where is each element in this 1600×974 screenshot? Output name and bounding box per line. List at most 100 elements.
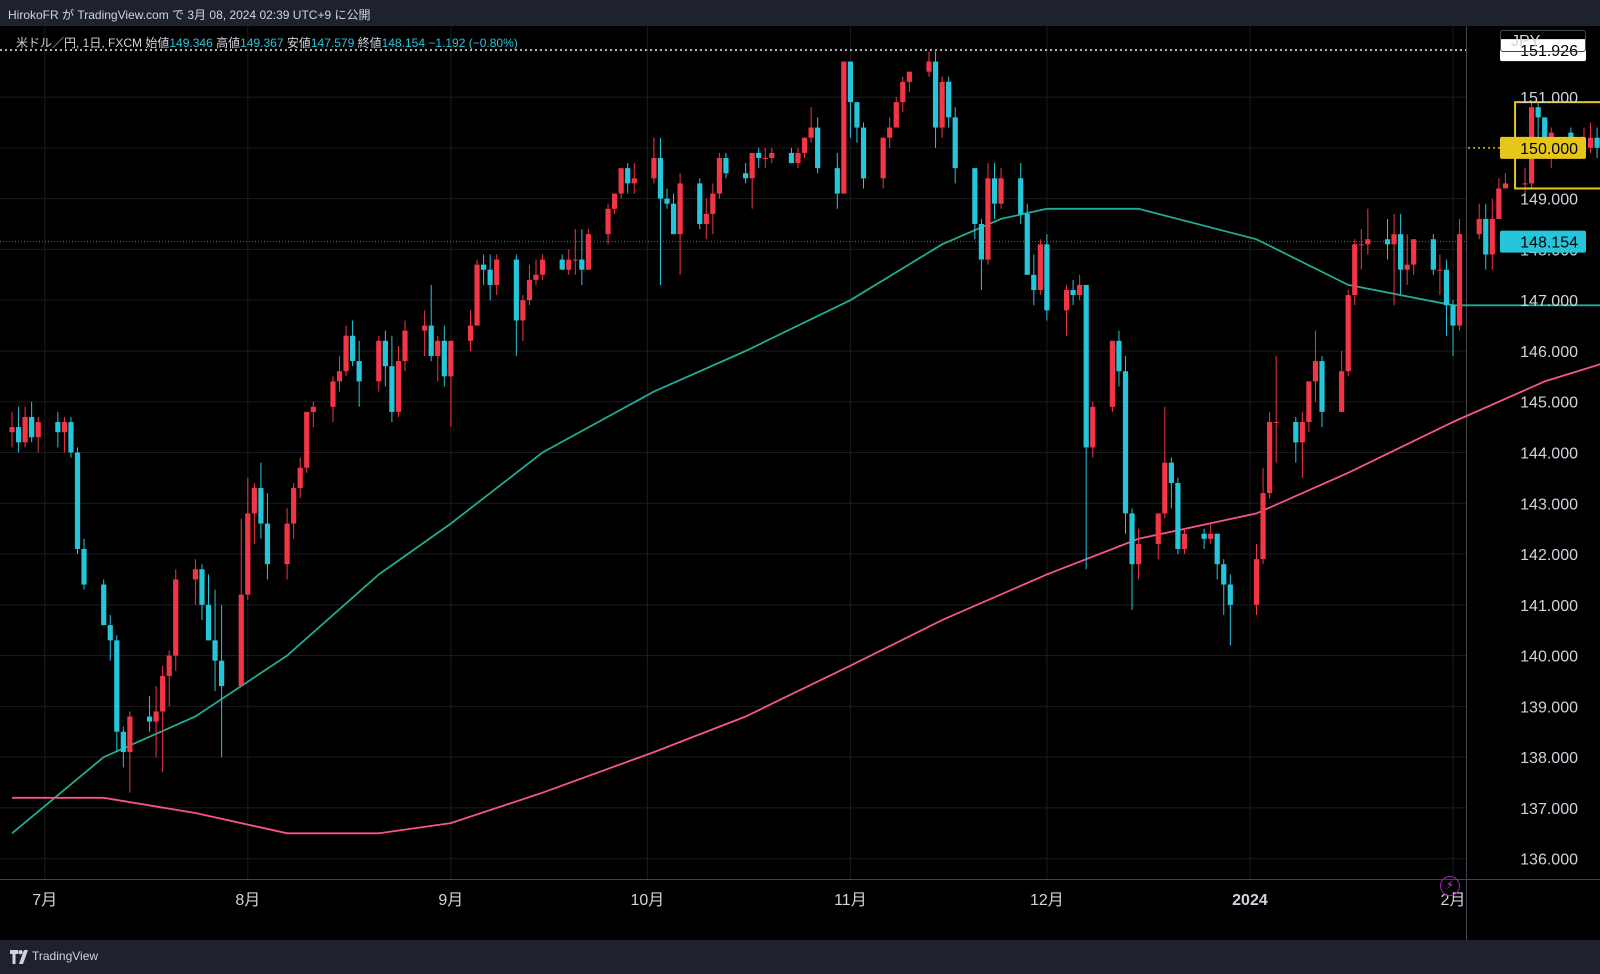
candle-body — [631, 178, 637, 184]
candle-body — [1077, 284, 1083, 296]
candle-body — [1496, 188, 1502, 219]
candle-body — [382, 340, 388, 367]
candle — [166, 650, 172, 707]
footer-brand: TradingView — [32, 949, 99, 963]
candle — [723, 152, 729, 179]
candle — [238, 518, 244, 687]
candle-body — [1411, 239, 1417, 265]
candle-body — [788, 152, 795, 164]
candle — [114, 635, 120, 753]
x-tick-label: 9月 — [438, 892, 463, 909]
candle-body — [946, 81, 952, 118]
candle — [173, 569, 179, 671]
candle — [251, 482, 257, 544]
candle-body — [847, 61, 853, 103]
chart-area[interactable]: 136.000 137.000 138.000 139.000 140.000 141.0… — [0, 26, 1600, 940]
candle — [264, 493, 271, 580]
candle-body — [1031, 274, 1037, 291]
y-tick-label: 147.000 — [1520, 293, 1578, 310]
candle-body — [251, 488, 257, 514]
flash-icon[interactable]: ⚡ — [1440, 876, 1460, 896]
candle-body — [192, 569, 198, 580]
candle — [743, 163, 749, 184]
last-price-label: 148.154 — [1520, 235, 1578, 252]
candle-body — [677, 183, 683, 235]
candle-body — [1253, 559, 1260, 605]
candle — [1299, 411, 1305, 478]
candle-body — [1293, 422, 1299, 443]
candle-body — [723, 158, 729, 174]
close-label: 終値 — [357, 36, 382, 50]
candle — [1253, 543, 1260, 615]
candle — [160, 665, 166, 773]
candle-body — [1535, 107, 1541, 118]
candle — [880, 137, 886, 189]
candle-body — [1430, 239, 1436, 270]
candle — [389, 335, 395, 423]
candle-body — [932, 61, 939, 128]
candle — [998, 168, 1004, 209]
candle — [212, 589, 218, 692]
candle — [1443, 259, 1450, 336]
candle-body — [815, 127, 821, 169]
candle — [467, 310, 474, 351]
candle-body — [1090, 406, 1096, 448]
candle-body — [68, 422, 74, 453]
candle-body — [716, 158, 722, 194]
candle — [972, 168, 978, 240]
candle — [795, 147, 801, 169]
candle — [834, 152, 840, 209]
candle — [1037, 239, 1043, 296]
currency-selector[interactable]: JPY — [1500, 30, 1586, 52]
candle — [1208, 523, 1214, 544]
candle — [1109, 340, 1115, 412]
candle — [474, 259, 480, 326]
candle — [1456, 218, 1463, 331]
candle — [1319, 356, 1325, 428]
candle — [900, 76, 906, 113]
y-tick-label: 149.000 — [1520, 192, 1578, 209]
candle — [716, 152, 722, 199]
candle-body — [1384, 239, 1391, 245]
candle — [1339, 350, 1345, 412]
candle-body — [1267, 422, 1273, 494]
close-value: 148.154 — [381, 36, 426, 50]
price-chart[interactable]: 136.000 137.000 138.000 139.000 140.000 141.0… — [0, 26, 1600, 940]
candle — [1411, 239, 1417, 275]
candle — [539, 254, 546, 280]
candle — [1083, 284, 1089, 570]
candle — [1489, 198, 1495, 270]
candle — [1070, 279, 1076, 306]
candle-body — [1594, 137, 1600, 148]
candle-body — [939, 81, 945, 128]
candle-body — [343, 335, 349, 372]
candle-body — [264, 523, 271, 565]
high-price-label-bg — [1500, 39, 1586, 62]
candle-body — [860, 127, 867, 179]
candle-body — [1024, 213, 1030, 275]
candle — [847, 61, 853, 138]
candle-body — [1437, 269, 1443, 271]
candle — [749, 152, 755, 209]
y-tick-label: 136.000 — [1520, 852, 1578, 869]
candle-body — [952, 117, 958, 169]
candle — [841, 61, 847, 194]
candle-body — [756, 152, 762, 159]
candle-body — [1162, 462, 1168, 514]
candle — [435, 335, 441, 382]
candle — [1031, 254, 1037, 306]
candle-body — [795, 152, 801, 164]
candle — [1483, 203, 1489, 270]
candle — [697, 178, 703, 230]
candle-body — [1208, 533, 1214, 539]
candle-body — [906, 71, 912, 82]
candle — [893, 97, 899, 128]
change-value: −1.192 (−0.80%) — [428, 36, 518, 50]
candle — [481, 254, 487, 285]
candle-body — [1122, 371, 1129, 514]
candle — [343, 325, 349, 377]
candle-body — [1214, 533, 1220, 565]
y-tick-label: 137.000 — [1520, 801, 1578, 818]
candle — [291, 482, 297, 539]
candle-body — [657, 158, 664, 199]
